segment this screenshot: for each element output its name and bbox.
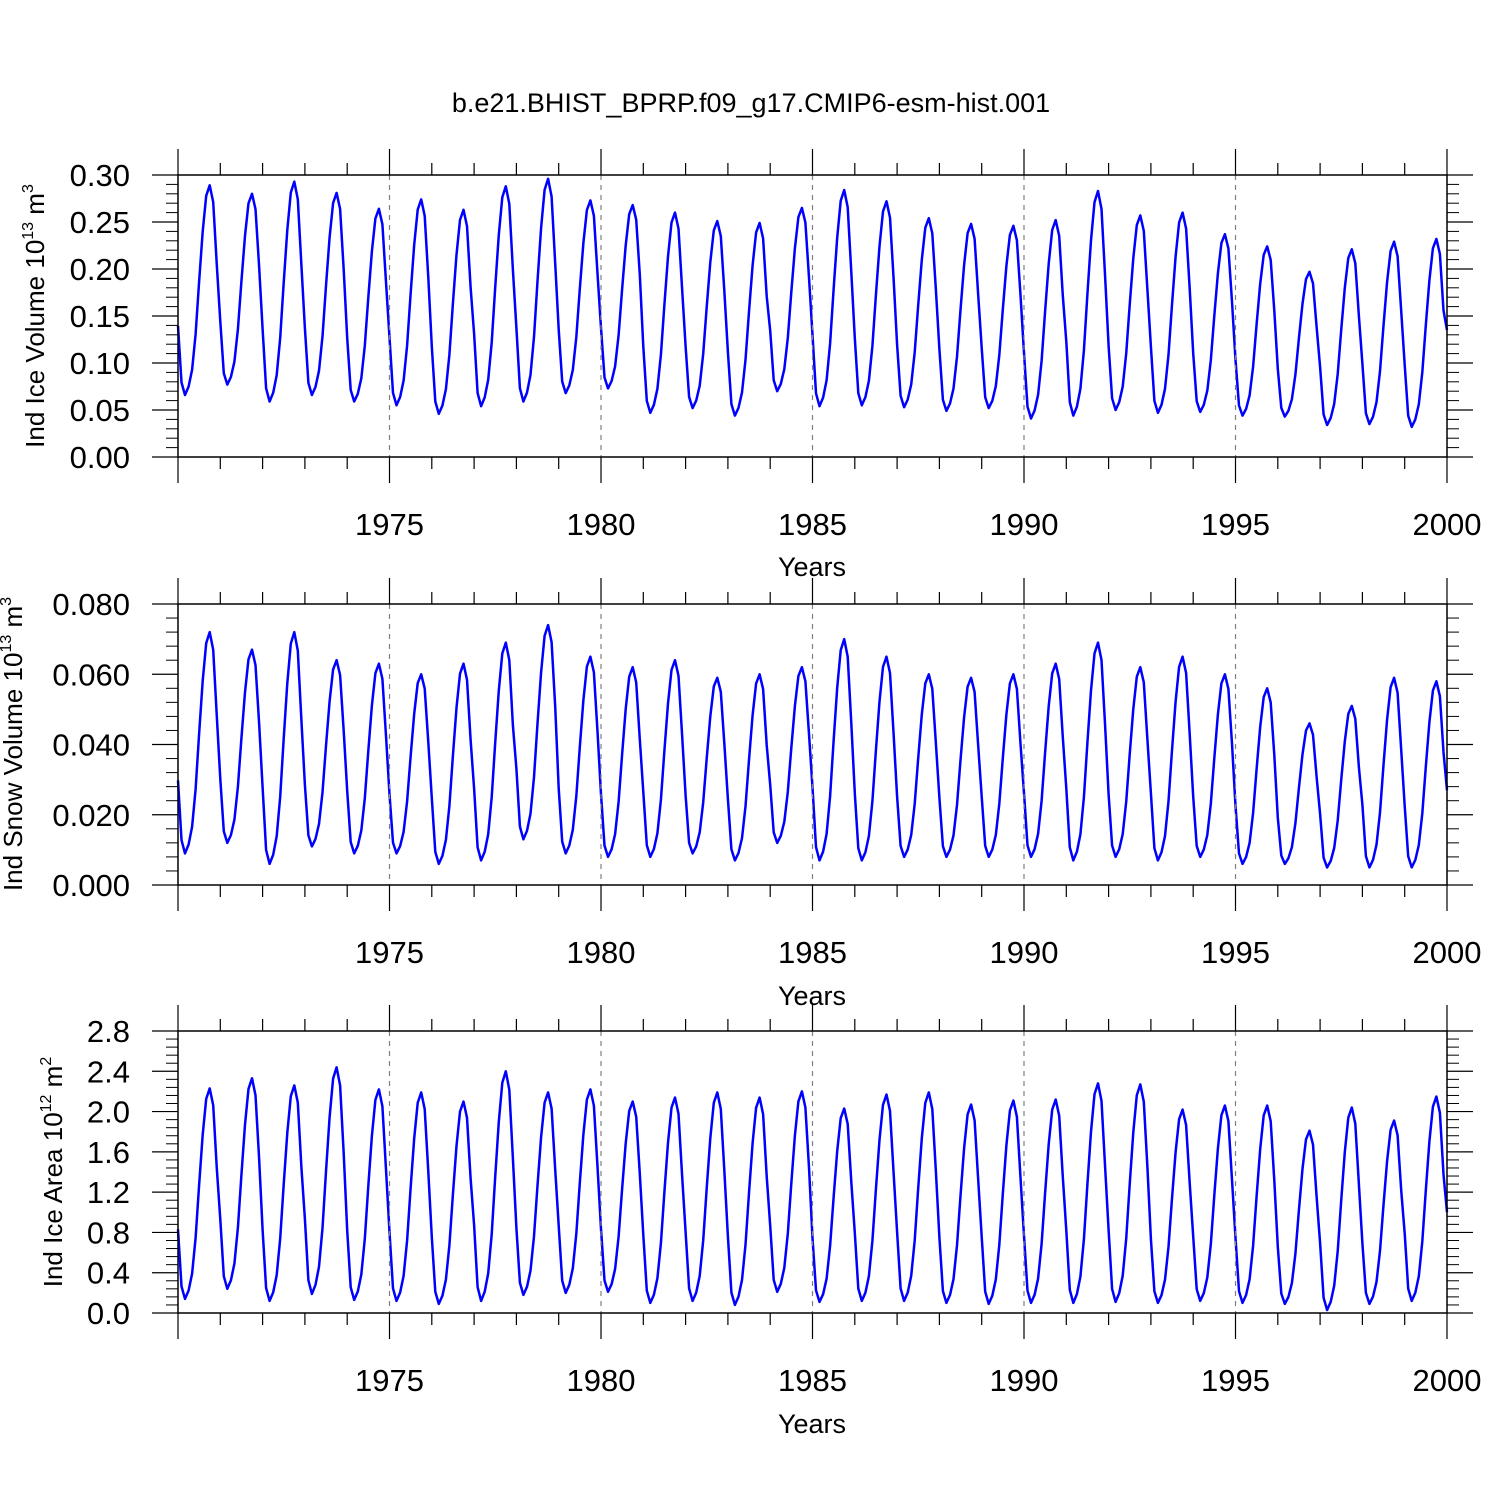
- x-tick-label: 1980: [567, 935, 636, 970]
- panel-ice-volume: 0.00 0.05 0.10 0.15 0.20 0.25 0.30 1975 1980 1985…: [20, 149, 1481, 582]
- y-tick-label: 0.10: [70, 346, 130, 381]
- panel-snow-volume: 0.000 0.020 0.040 0.060 0.080 1975 1980 1985 199…: [0, 578, 1481, 1011]
- x-tick-label: 1995: [1201, 507, 1270, 542]
- x-tick-label: 1995: [1201, 935, 1270, 970]
- panel-ice-area: 0.0 0.4 0.8 1.2 1.6 2.0 2.4 2.8 1975 1980 1985 1990…: [38, 1005, 1481, 1439]
- panel-ice-area-marks: 0.0 0.4 0.8 1.2 1.6 2.0 2.4 2.8 1975 1980 1985 1990…: [87, 1005, 1482, 1398]
- x-tick-label: 1990: [990, 507, 1059, 542]
- panel-ice-volume-marks: 0.00 0.05 0.10 0.15 0.20 0.25 0.30 1975 1980 1985…: [70, 149, 1482, 542]
- plot-frame-ice-volume: [177, 174, 1448, 458]
- plot-frame-ice-area: [177, 1030, 1448, 1314]
- y-tick-label: 0.020: [52, 798, 130, 833]
- y-tick-label: 0.080: [52, 587, 130, 622]
- y-tick-label: 1.2: [87, 1175, 130, 1210]
- x-tick-label: 1985: [778, 507, 847, 542]
- x-tick-label: 1975: [355, 507, 424, 542]
- y-tick-label: 2.0: [87, 1095, 130, 1130]
- x-tick-label: 1990: [990, 935, 1059, 970]
- x-tick-label: 2000: [1413, 1363, 1482, 1398]
- y-tick-label: 2.4: [87, 1054, 130, 1089]
- xaxis-label-ice-volume: Years: [778, 552, 846, 582]
- y-tick-label: 0.20: [70, 252, 130, 287]
- x-tick-label: 1975: [355, 935, 424, 970]
- y-tick-label: 0.05: [70, 393, 130, 428]
- y-tick-label: 0.15: [70, 299, 130, 334]
- panel-snow-volume-marks: 0.000 0.020 0.040 0.060 0.080 1975 1980 1985 199…: [52, 578, 1481, 970]
- figure-title: b.e21.BHIST_BPRP.f09_g17.CMIP6-esm-hist.…: [452, 88, 1050, 118]
- x-tick-label: 1980: [567, 507, 636, 542]
- plot-frame-snow-volume: [177, 603, 1448, 886]
- yaxis-label-ice-volume: Ind Ice Volume 1013 m3: [20, 184, 50, 448]
- x-tick-label: 1990: [990, 1363, 1059, 1398]
- y-tick-label: 2.8: [87, 1014, 130, 1049]
- xaxis-label-ice-area: Years: [778, 1409, 846, 1439]
- y-tick-label: 0.00: [70, 440, 130, 475]
- yaxis-label-ice-area: Ind Ice Area 1012 m2: [38, 1057, 68, 1288]
- y-tick-label: 0.040: [52, 728, 130, 763]
- x-tick-label: 1985: [778, 935, 847, 970]
- x-tick-label: 2000: [1413, 935, 1482, 970]
- x-tick-label: 1985: [778, 1363, 847, 1398]
- y-tick-label: 0.30: [70, 158, 130, 193]
- y-tick-label: 0.000: [52, 868, 130, 903]
- x-tick-label: 1975: [355, 1363, 424, 1398]
- yaxis-label-snow-volume: Ind Snow Volume 1013 m3: [0, 597, 28, 891]
- y-tick-label: 0.060: [52, 657, 130, 692]
- y-tick-label: 0.25: [70, 205, 130, 240]
- y-tick-label: 1.6: [87, 1135, 130, 1170]
- y-tick-label: 0.0: [87, 1296, 130, 1331]
- x-tick-label: 2000: [1413, 507, 1482, 542]
- y-tick-label: 0.4: [87, 1256, 130, 1291]
- y-tick-label: 0.8: [87, 1215, 130, 1250]
- x-tick-label: 1995: [1201, 1363, 1270, 1398]
- x-tick-label: 1980: [567, 1363, 636, 1398]
